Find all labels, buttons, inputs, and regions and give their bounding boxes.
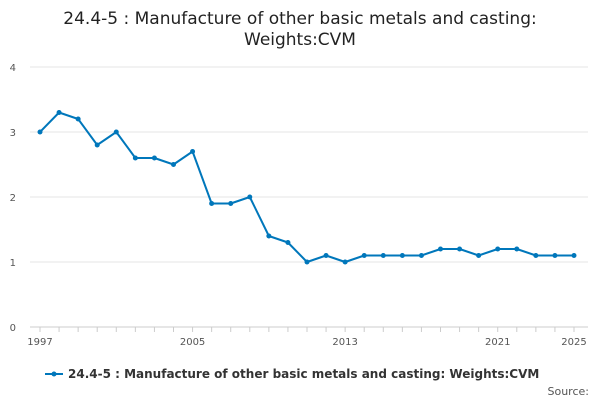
data-point-2010[interactable]	[285, 240, 291, 245]
data-point-2000[interactable]	[94, 142, 100, 148]
data-point-2009[interactable]	[266, 233, 272, 239]
data-point-2004[interactable]	[171, 162, 176, 167]
x-tick-label-2021: 2021	[485, 337, 510, 348]
data-point-2023[interactable]	[533, 253, 539, 258]
data-point-2001[interactable]	[113, 129, 119, 135]
data-point-2015[interactable]	[380, 253, 386, 258]
data-point-1998[interactable]	[56, 110, 62, 115]
data-point-1997[interactable]	[37, 129, 43, 135]
legend-marker-swatch	[51, 371, 57, 377]
source-label: Source:	[548, 385, 590, 398]
y-tick-label-3: 3	[10, 128, 16, 139]
y-tick-label-2: 2	[10, 193, 16, 204]
x-tick-label-1997: 1997	[27, 337, 52, 348]
x-tick-label-2013: 2013	[332, 337, 357, 348]
legend-label: 24.4-5 : Manufacture of other basic meta…	[68, 367, 539, 381]
data-point-2008[interactable]	[247, 194, 253, 200]
data-point-2025[interactable]	[571, 253, 577, 258]
chart-title-line-2: Weights:CVM	[244, 30, 356, 50]
data-point-2013[interactable]	[342, 259, 348, 265]
x-tick-label-2025: 2025	[561, 337, 586, 348]
chart-title-line-1: 24.4-5 : Manufacture of other basic meta…	[63, 9, 536, 29]
chart-title: 24.4-5 : Manufacture of other basic meta…	[63, 9, 536, 50]
x-axis: 1997 2005 2013 2021 2025	[27, 326, 588, 348]
series-layer	[37, 110, 577, 265]
data-point-2002[interactable]	[132, 155, 138, 161]
data-point-2022[interactable]	[514, 246, 520, 252]
data-point-2016[interactable]	[399, 253, 405, 258]
data-point-1999[interactable]	[75, 116, 81, 122]
y-tick-label-0: 0	[10, 323, 16, 334]
data-point-2012[interactable]	[323, 253, 329, 258]
data-point-2003[interactable]	[151, 155, 157, 161]
data-point-2007[interactable]	[228, 201, 234, 206]
gridlines	[30, 66, 588, 263]
data-point-2014[interactable]	[361, 253, 367, 258]
y-axis: 0 1 2 3 4	[10, 63, 16, 334]
series-line-0	[39, 111, 574, 263]
data-point-2017[interactable]	[418, 253, 424, 258]
y-tick-label-1: 1	[10, 258, 16, 269]
data-point-2019[interactable]	[457, 246, 463, 252]
x-tick-label-2005: 2005	[180, 337, 205, 348]
data-point-2005[interactable]	[190, 149, 196, 154]
data-point-2006[interactable]	[209, 201, 215, 206]
data-point-2018[interactable]	[438, 246, 443, 252]
data-point-2020[interactable]	[476, 253, 482, 258]
data-point-2021[interactable]	[495, 246, 501, 252]
data-point-2024[interactable]	[552, 253, 558, 258]
y-tick-label-4: 4	[10, 63, 16, 74]
legend[interactable]: 24.4-5 : Manufacture of other basic meta…	[45, 367, 539, 381]
data-point-2011[interactable]	[304, 259, 310, 265]
